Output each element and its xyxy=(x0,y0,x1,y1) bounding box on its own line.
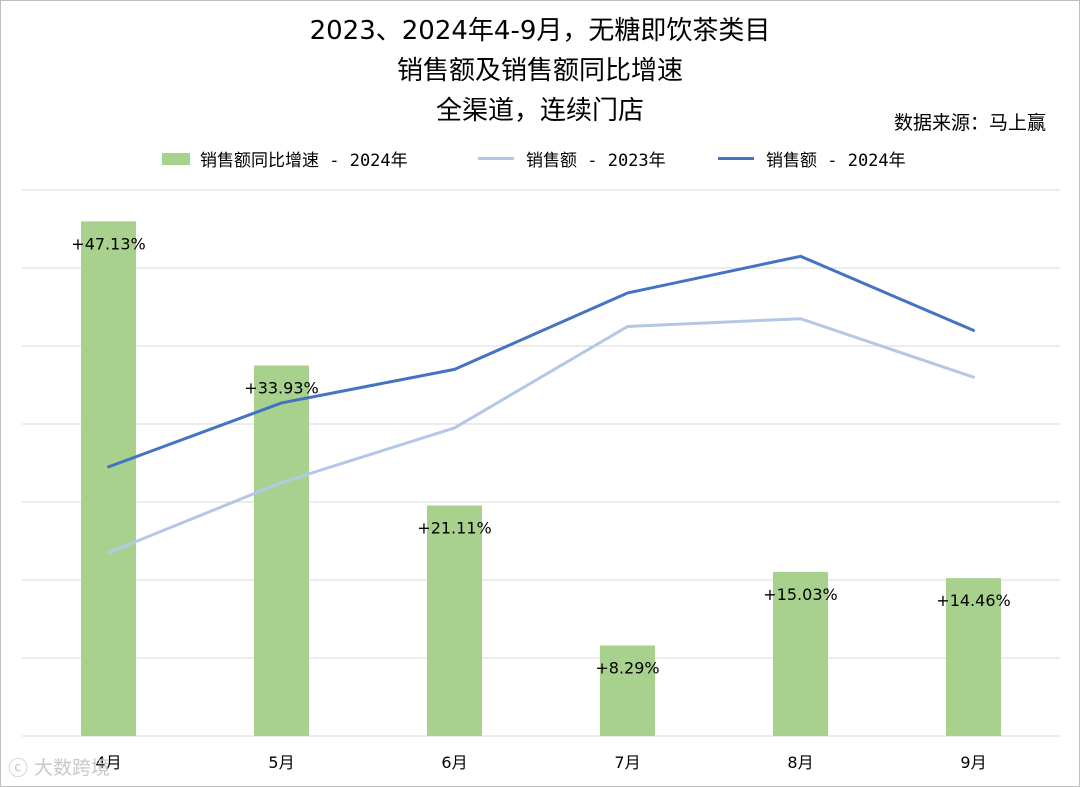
chart-title-line-2: 销售额及销售额同比增速 xyxy=(396,56,683,86)
watermark: ⓒ 大数跨境 xyxy=(8,752,110,781)
chart-title-line-1: 2023、2024年4-9月，无糖即饮茶类目 xyxy=(309,16,771,46)
legend-item-growth: 销售额同比增速 - 2024年 xyxy=(162,146,408,171)
legend-swatch-line-2023 xyxy=(478,157,514,160)
bar-data-label-5: +15.03% xyxy=(763,585,837,604)
bar-growth-1 xyxy=(81,221,136,736)
x-tick-label-5: 8月 xyxy=(787,753,813,772)
x-tick-label-6: 9月 xyxy=(960,753,986,772)
bar-growth-6 xyxy=(946,578,1001,736)
chart-legend: 销售额同比增速 - 2024年 销售额 - 2023年 销售额 - 2024年 xyxy=(0,146,1080,171)
bar-growth-5 xyxy=(773,571,828,736)
data-source-note: 数据来源：马上赢 xyxy=(893,112,1046,134)
legend-swatch-bar xyxy=(162,152,190,165)
legend-label-growth: 销售额同比增速 - 2024年 xyxy=(200,151,408,171)
chart-title-line-3: 全渠道，连续门店 xyxy=(435,96,644,126)
line-series-2024 xyxy=(107,254,975,469)
bar-data-label-1: +47.13% xyxy=(71,234,145,253)
watermark-logo-icon: ⓒ xyxy=(8,756,28,780)
bar-data-label-4: +8.29% xyxy=(595,658,659,677)
legend-label-sales-2023: 销售额 - 2023年 xyxy=(526,151,666,171)
legend-item-sales-2024: 销售额 - 2024年 xyxy=(718,146,906,171)
bar-growth-2 xyxy=(254,365,309,736)
bar-growth-4 xyxy=(600,645,655,736)
line-series-2023 xyxy=(107,317,975,555)
x-tick-label-2: 5月 xyxy=(268,753,294,772)
legend-label-sales-2024: 销售额 - 2024年 xyxy=(766,151,906,171)
x-tick-label-4: 7月 xyxy=(614,753,640,772)
legend-item-sales-2023: 销售额 - 2023年 xyxy=(478,146,666,171)
x-tick-label-1: 4月 xyxy=(95,753,121,772)
bar-data-label-2: +33.93% xyxy=(244,378,318,397)
bar-data-label-3: +21.11% xyxy=(417,518,491,537)
x-tick-label-3: 6月 xyxy=(441,753,467,772)
legend-swatch-line-2024 xyxy=(718,157,754,160)
watermark-text: 大数跨境 xyxy=(34,757,111,779)
bar-data-label-6: +14.46% xyxy=(936,591,1010,610)
bar-growth-3 xyxy=(427,505,482,736)
